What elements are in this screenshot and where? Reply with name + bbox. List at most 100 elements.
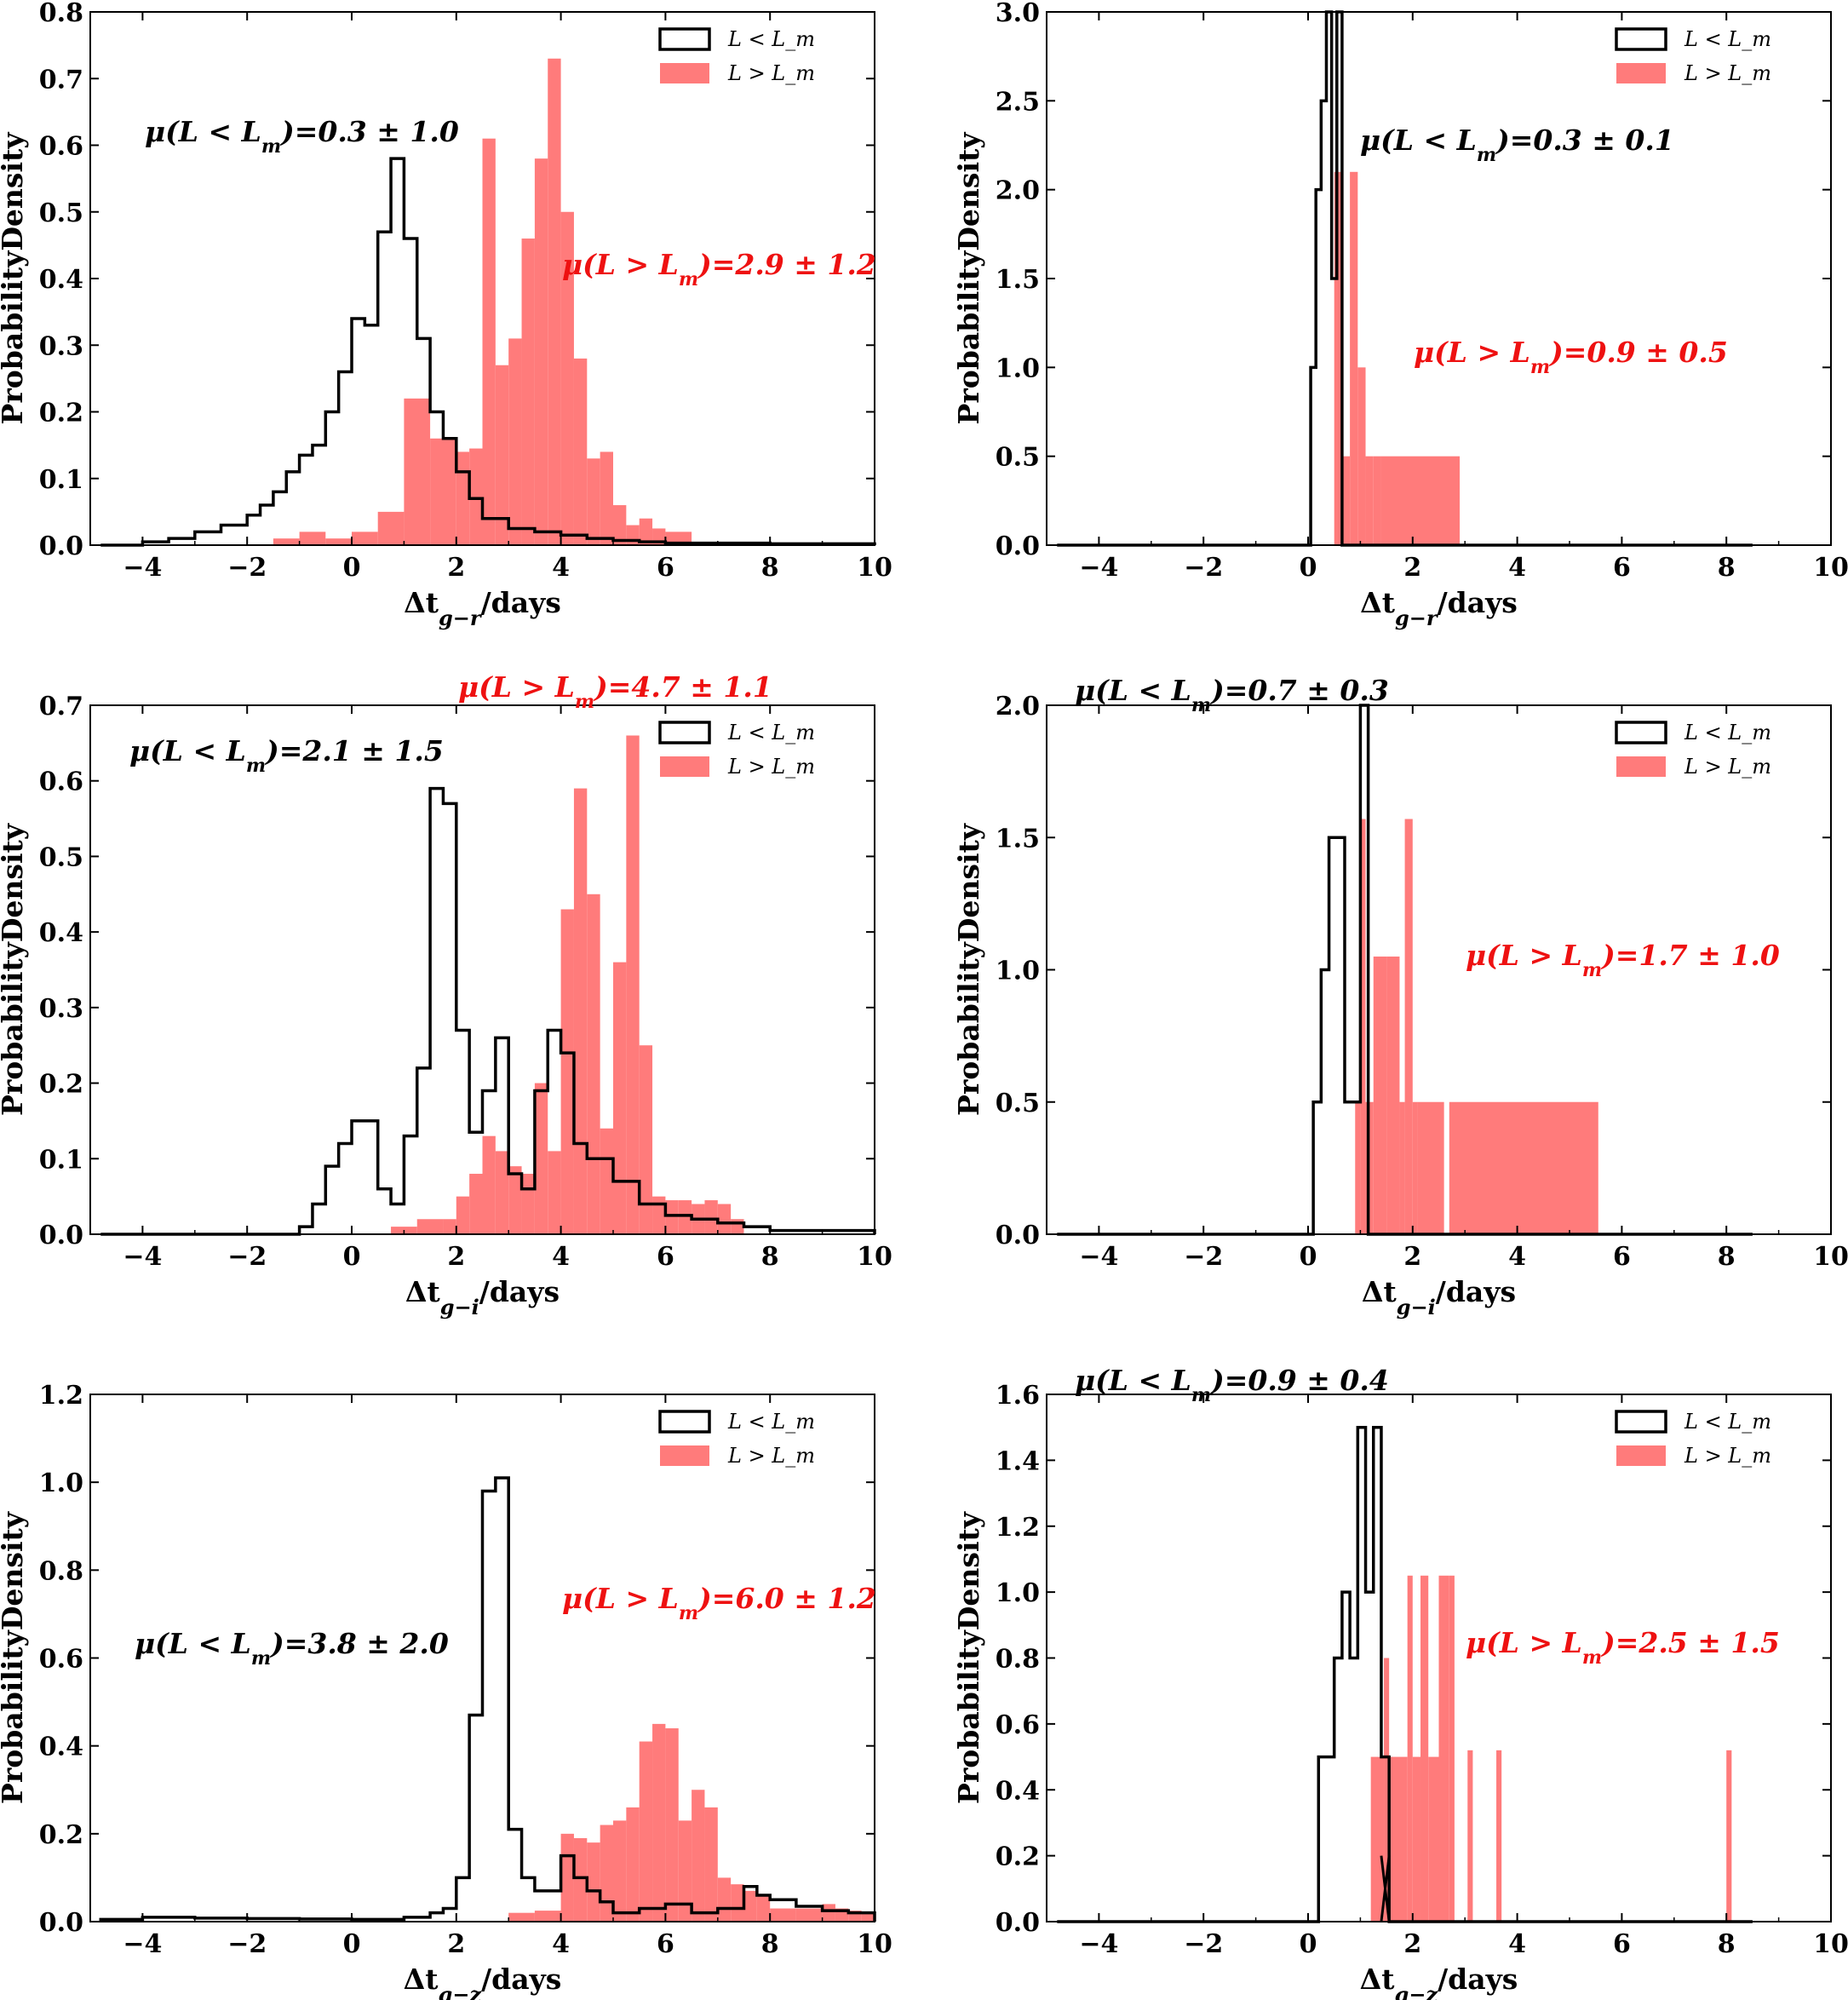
bar-high [652, 1723, 666, 1922]
bar-high [613, 505, 627, 545]
x-tick-label: 8 [1718, 1929, 1736, 1959]
legend-swatch-low [1615, 721, 1667, 744]
bar-high [482, 1135, 496, 1234]
y-tick-label: 3.0 [996, 0, 1040, 28]
x-tick-label: −2 [1184, 1242, 1223, 1272]
legend-swatch-high [660, 1445, 709, 1466]
y-tick-label: 0.2 [996, 1842, 1040, 1872]
bar-high [443, 1219, 456, 1234]
bar-high [704, 1807, 718, 1922]
x-tick-label: 6 [1613, 553, 1631, 583]
legend-swatch-low [658, 1410, 711, 1434]
legend-swatch-low [1615, 27, 1667, 51]
annotation-low: μ(L < Lm)=2.1 ± 1.5 [129, 734, 444, 777]
chart-panel-top-right: −4 −2 0 2 4 6 8 10 0.0 0.5 1.0 1.5 2.0 2.5 3.0 Δtg−r/da… [952, 0, 1848, 630]
y-axis-label: ProbabilityDensity [952, 823, 985, 1116]
step-line-low [100, 786, 876, 1236]
annotation-high: μ(L > Lm)=2.9 ± 1.2 [562, 248, 876, 290]
legend-swatch-high [660, 756, 709, 777]
x-tick-label: −4 [123, 1929, 162, 1959]
y-tick-label: 1.5 [996, 824, 1040, 853]
bar-high [377, 511, 405, 545]
bar-high [1449, 1101, 1598, 1234]
bar-high [587, 1842, 600, 1922]
x-tick-label: 2 [447, 553, 465, 583]
legend-label-high: L > L_m [727, 755, 815, 779]
x-axis-label: Δtg−i/days [405, 1275, 560, 1319]
x-tick-label: 10 [857, 553, 892, 583]
legend-swatch-low [1615, 1410, 1667, 1434]
legend-swatch-low [658, 721, 711, 744]
bar-high [626, 735, 640, 1234]
y-tick-label: 0.6 [996, 1710, 1040, 1740]
x-tick-label: −4 [123, 553, 162, 583]
y-tick-label: 1.4 [996, 1446, 1040, 1476]
x-tick-label: 8 [1718, 1242, 1736, 1272]
y-tick-label: 0.4 [996, 1776, 1040, 1806]
y-tick-label: 0.7 [39, 65, 83, 95]
bar-high [756, 1895, 771, 1922]
x-tick-label: 6 [657, 1242, 674, 1272]
bar-high [1373, 956, 1387, 1234]
annotation-low: μ(L < Lm)=0.3 ± 0.1 [1360, 124, 1674, 166]
legend-label-high: L > L_m [1684, 1444, 1771, 1468]
x-tick-label: 4 [1508, 1929, 1526, 1959]
y-tick-label: 0.6 [39, 1645, 83, 1675]
y-tick-label: 1.5 [996, 265, 1040, 295]
x-tick-label: 0 [343, 1929, 361, 1959]
y-tick-label: 0.8 [996, 1645, 1040, 1675]
annotation-low: μ(L < Lm)=0.3 ± 1.0 [145, 115, 459, 158]
bar-high [665, 1200, 679, 1234]
x-tick-label: 0 [1300, 553, 1317, 583]
x-axis-label: Δtg−z/days [404, 1963, 562, 2000]
y-tick-label: 1.2 [996, 1513, 1040, 1543]
bar-high [652, 1196, 666, 1234]
y-tick-label: 2.5 [996, 87, 1040, 117]
bar-high [469, 448, 483, 545]
bar-high [521, 239, 535, 545]
bar-high [731, 1884, 744, 1922]
legend-label-low: L < L_m [727, 27, 815, 51]
x-axis-label: Δtg−z/days [1360, 1963, 1518, 2000]
bar-high [325, 538, 352, 545]
bar-high [573, 788, 588, 1234]
y-tick-label: 0.2 [39, 1820, 83, 1850]
y-axis-label: ProbabilityDensity [0, 1511, 29, 1804]
bar-high [1370, 1756, 1385, 1922]
y-tick-label: 0.5 [996, 443, 1040, 473]
y-tick-label: 2.0 [996, 692, 1040, 721]
x-tick-label: 8 [761, 1929, 779, 1959]
y-tick-label: 0.5 [996, 1089, 1040, 1118]
bar-high [613, 1820, 627, 1922]
bar-high [822, 1904, 835, 1922]
bar-high [1380, 456, 1461, 545]
x-tick-label: 4 [1508, 553, 1526, 583]
x-tick-label: 4 [552, 1242, 570, 1272]
bar-high [1404, 819, 1413, 1234]
bar-high [1386, 956, 1400, 1234]
bar-high [795, 1908, 823, 1922]
bar-high [587, 458, 600, 545]
bar-high [665, 1728, 679, 1922]
bar-high [1334, 171, 1342, 546]
y-axis-label: ProbabilityDensity [952, 132, 985, 425]
annotation-low: μ(L < Lm)=3.8 ± 2.0 [135, 1627, 449, 1670]
y-tick-label: 0.2 [39, 399, 83, 428]
bar-high [1384, 1658, 1390, 1922]
y-tick-label: 0.4 [39, 1733, 83, 1762]
y-tick-label: 0.0 [39, 1908, 83, 1938]
x-tick-label: −4 [1079, 1929, 1118, 1959]
bar-high [587, 894, 600, 1234]
bar-high [534, 158, 548, 545]
legend-label-low: L < L_m [727, 1410, 815, 1434]
x-tick-label: 2 [447, 1242, 465, 1272]
bar-high [639, 1741, 653, 1922]
bar-high [1373, 456, 1381, 545]
y-tick-label: 1.0 [996, 957, 1040, 986]
y-tick-label: 0.1 [39, 1145, 83, 1175]
bar-high [1399, 1101, 1405, 1234]
bar-high [600, 1825, 613, 1922]
x-tick-label: −4 [1079, 1242, 1118, 1272]
legend-label-high: L > L_m [727, 1444, 815, 1468]
bar-high [704, 1200, 718, 1234]
